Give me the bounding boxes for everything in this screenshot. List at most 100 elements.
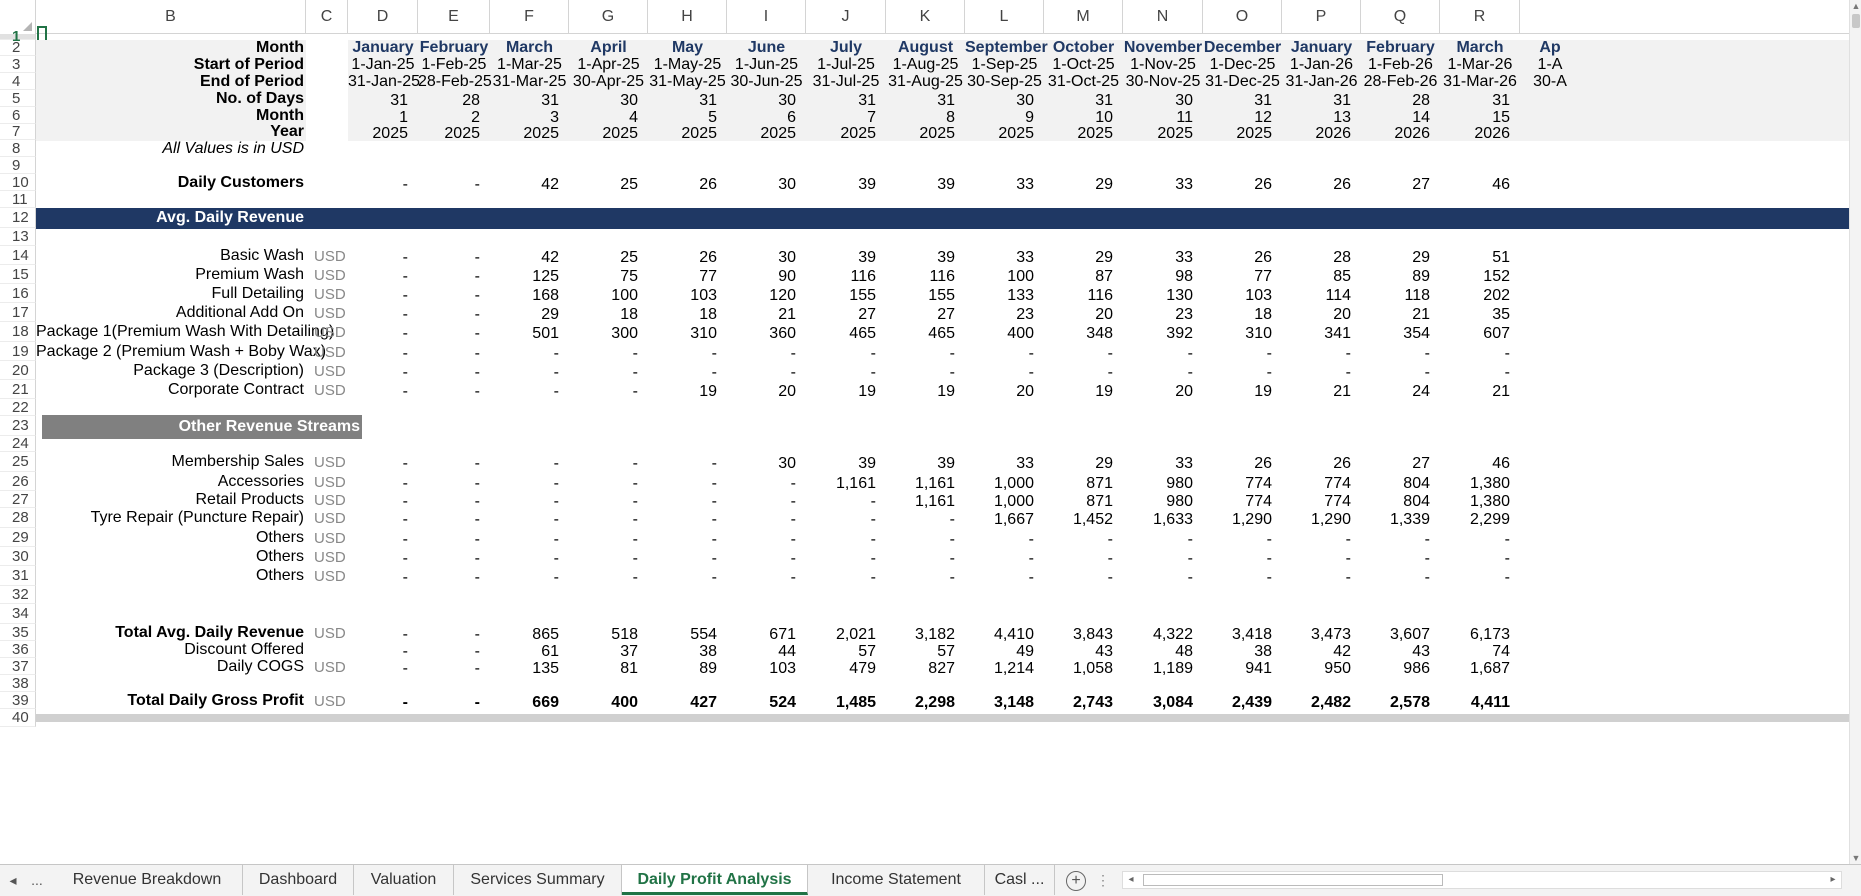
- row-header-29[interactable]: 29: [0, 528, 36, 547]
- start-date: 1-A: [1537, 56, 1563, 73]
- row-header-18[interactable]: 18: [0, 322, 36, 342]
- column-header-e[interactable]: E: [418, 0, 490, 34]
- row-header-7[interactable]: 7: [0, 124, 36, 140]
- row-header-13[interactable]: 13: [0, 228, 36, 246]
- daily-customers-value: 29: [1095, 176, 1113, 193]
- vertical-scroll-thumb[interactable]: [1852, 14, 1860, 28]
- gross-profit-label: Total Daily Gross Profit: [127, 692, 304, 709]
- row-header-26[interactable]: 26: [0, 472, 36, 491]
- horizontal-scroll-thumb[interactable]: [1143, 874, 1443, 886]
- row-header-40[interactable]: 40: [0, 709, 36, 727]
- other-revenue-value: 27: [1412, 455, 1430, 472]
- scroll-right-icon[interactable]: ▸: [1830, 874, 1836, 885]
- sheet-tab-services-summary[interactable]: Services Summary: [454, 865, 622, 895]
- select-all-corner[interactable]: [0, 0, 36, 34]
- column-header-f[interactable]: F: [490, 0, 569, 34]
- revenue-line-value: -: [474, 249, 480, 266]
- year-value: 2025: [998, 125, 1034, 142]
- column-header-n[interactable]: N: [1123, 0, 1203, 34]
- row-header-37[interactable]: 37: [0, 658, 36, 675]
- sheet-tab-valuation[interactable]: Valuation: [354, 865, 454, 895]
- sheet-tab-revenue-breakdown[interactable]: Revenue Breakdown: [52, 865, 243, 895]
- vertical-scrollbar[interactable]: ▲ ▼: [1849, 0, 1861, 864]
- row-header-31[interactable]: 31: [0, 566, 36, 586]
- column-header-m[interactable]: M: [1044, 0, 1123, 34]
- row-header-27[interactable]: 27: [0, 491, 36, 508]
- row-header-38[interactable]: 38: [0, 675, 36, 692]
- column-header-j[interactable]: J: [806, 0, 886, 34]
- scroll-left-icon[interactable]: ◂: [1128, 874, 1134, 885]
- month-name: January: [1290, 39, 1353, 56]
- other-revenue-value: -: [553, 531, 559, 548]
- horizontal-scrollbar[interactable]: ◂ ▸: [1122, 871, 1842, 889]
- row-header-23[interactable]: 23: [0, 416, 36, 436]
- row-header-9[interactable]: 9: [0, 157, 36, 174]
- row-header-36[interactable]: 36: [0, 641, 36, 658]
- sheet-tab-income-statement[interactable]: Income Statement: [808, 865, 985, 895]
- other-revenue-value: 33: [1175, 455, 1193, 472]
- sheet-tab-dashboard[interactable]: Dashboard: [243, 865, 354, 895]
- column-header-g[interactable]: G: [569, 0, 648, 34]
- column-header-o[interactable]: O: [1203, 0, 1282, 34]
- row-header-16[interactable]: 16: [0, 284, 36, 303]
- row-header-22[interactable]: 22: [0, 399, 36, 416]
- other-revenue-value: -: [870, 550, 876, 567]
- other-revenue-value: -: [402, 511, 408, 528]
- row-header-32[interactable]: 32: [0, 586, 36, 604]
- row-header-14[interactable]: 14: [0, 246, 36, 265]
- column-header-h[interactable]: H: [648, 0, 727, 34]
- row-header-8[interactable]: 8: [0, 140, 36, 157]
- other-revenue-value: -: [790, 531, 796, 548]
- row-header-5[interactable]: 5: [0, 90, 36, 107]
- column-header-i[interactable]: I: [727, 0, 806, 34]
- sheet-tab-daily-profit-analysis[interactable]: Daily Profit Analysis: [622, 865, 808, 895]
- row-header-24[interactable]: 24: [0, 436, 36, 452]
- month-number-value: 6: [787, 109, 796, 126]
- start-date: 1-Jul-25: [817, 56, 875, 73]
- tab-prev-icon[interactable]: ◂: [9, 872, 17, 888]
- row-header-3[interactable]: 3: [0, 56, 36, 73]
- row-header-1[interactable]: 1: [0, 29, 36, 44]
- row-header-12[interactable]: 12: [0, 208, 36, 228]
- column-header-k[interactable]: K: [886, 0, 965, 34]
- row-header-20[interactable]: 20: [0, 361, 36, 380]
- column-header-q[interactable]: Q: [1361, 0, 1440, 34]
- row-header-30[interactable]: 30: [0, 547, 36, 566]
- revenue-line-value: 29: [1095, 249, 1113, 266]
- row-header-4[interactable]: 4: [0, 73, 36, 90]
- row-header-25[interactable]: 25: [0, 452, 36, 472]
- row-header-35[interactable]: 35: [0, 624, 36, 641]
- column-header-r[interactable]: R: [1440, 0, 1520, 34]
- revenue-line-value: 35: [1492, 306, 1510, 323]
- column-header-d[interactable]: D: [348, 0, 418, 34]
- row-header-11[interactable]: 11: [0, 191, 36, 208]
- unit-label: USD: [314, 659, 346, 676]
- worksheet-grid[interactable]: B C D E F G H I J K L M N O P Q R 1 2 3 4 5 6 7 8 9 10 11 12 13 14 15 16…: [0, 0, 1849, 864]
- column-header-p[interactable]: P: [1282, 0, 1361, 34]
- row-header-21[interactable]: 21: [0, 380, 36, 399]
- row-header-19[interactable]: 19: [0, 342, 36, 361]
- row-header-39[interactable]: 39: [0, 692, 36, 709]
- row-header-6[interactable]: 6: [0, 107, 36, 124]
- days-value: 30: [1016, 92, 1034, 109]
- revenue-line-value: 25: [620, 249, 638, 266]
- other-revenue-value: 33: [1016, 455, 1034, 472]
- column-header-b[interactable]: B: [36, 0, 306, 34]
- row-header-34[interactable]: 34: [0, 604, 36, 624]
- row-header-15[interactable]: 15: [0, 265, 36, 284]
- column-header-c[interactable]: C: [306, 0, 348, 34]
- days-value: 28: [1412, 92, 1430, 109]
- row-header-28[interactable]: 28: [0, 508, 36, 528]
- days-value: 31: [390, 92, 408, 109]
- row-header-2[interactable]: 2: [0, 40, 36, 56]
- other-revenue-value: -: [1504, 569, 1510, 586]
- tab-split-handle[interactable]: ⋮: [1096, 872, 1110, 888]
- add-sheet-icon[interactable]: +: [1066, 871, 1086, 891]
- scroll-up-icon[interactable]: ▲: [1851, 1, 1861, 11]
- sheet-tab-casl[interactable]: Casl ...: [985, 865, 1055, 895]
- row-header-10[interactable]: 10: [0, 174, 36, 191]
- scroll-down-icon[interactable]: ▼: [1851, 853, 1861, 863]
- tab-more-button[interactable]: ...: [31, 872, 43, 888]
- column-header-l[interactable]: L: [965, 0, 1044, 34]
- row-header-17[interactable]: 17: [0, 303, 36, 322]
